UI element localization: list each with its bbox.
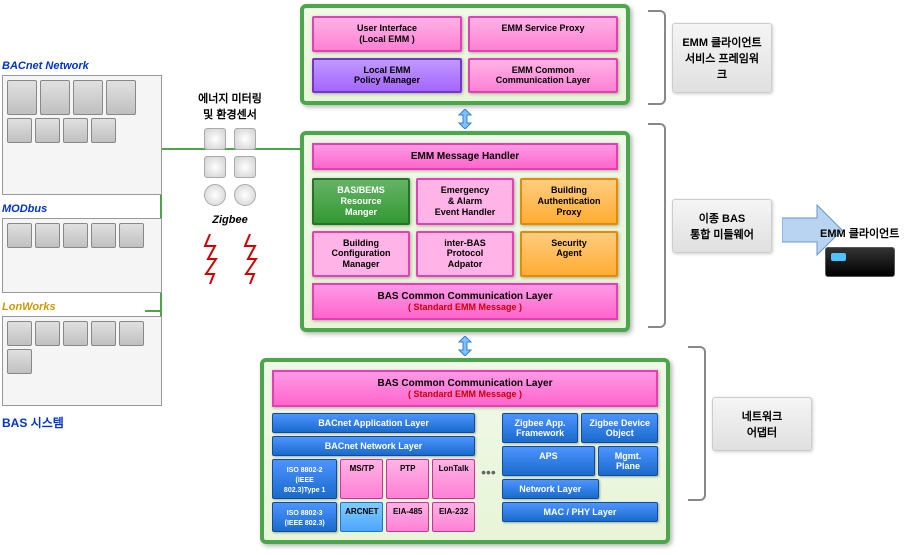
device-icon: [91, 321, 116, 346]
bracket-icon: [688, 346, 706, 501]
iso8802-2-box: ISO 8802-2 (IEEE 802.3)Type 1: [272, 459, 337, 499]
bacnet-label: BACnet Network: [2, 60, 162, 72]
sensor-icon: [234, 128, 256, 150]
device-icon: [7, 80, 37, 115]
sensor-icon: [204, 128, 226, 150]
left-networks-column: BACnet Network MODbus LonWorks: [2, 60, 162, 431]
device-icon: [7, 223, 32, 248]
bas-middleware-label: 이종 BAS통합 미들웨어: [672, 199, 772, 253]
device-icon: [91, 223, 116, 248]
sensor-title: 에너지 미터링 및 환경센서: [170, 90, 290, 122]
device-icon: [40, 80, 70, 115]
arrow-icon: [300, 109, 630, 129]
ptp-box: PTP: [386, 459, 429, 499]
sensor-icon: [204, 156, 226, 178]
device-icon: [119, 321, 144, 346]
sensor-column: 에너지 미터링 및 환경센서 Zigbee: [170, 90, 290, 284]
device-icon: [7, 118, 32, 143]
sensor-icon: [234, 156, 256, 178]
bas-system-label: BAS 시스템: [2, 414, 162, 431]
device-icon: [73, 80, 103, 115]
arcnet-box: ARCNET: [340, 502, 383, 532]
aps-box: APS: [502, 446, 595, 476]
bracket-icon: [648, 10, 666, 105]
device-icon: [35, 118, 60, 143]
server-icon: [825, 247, 895, 277]
user-interface-box: User Interface (Local EMM ): [312, 16, 462, 52]
resource-manager-box: BAS/BEMS Resource Manger: [312, 178, 410, 224]
config-manager-box: Building Configuration Manager: [312, 231, 410, 277]
bacnet-app-layer: BACnet Application Layer: [272, 413, 475, 433]
device-icon: [63, 118, 88, 143]
protocol-adaptor-box: inter-BAS Protocol Adpator: [416, 231, 514, 277]
lonworks-label: LonWorks: [2, 301, 162, 313]
modbus-box: [2, 218, 162, 293]
emm-client-framework-panel: User Interface (Local EMM ) EMM Service …: [300, 4, 630, 105]
device-icon: [63, 321, 88, 346]
bacnet-stack: BACnet Application Layer BACnet Network …: [272, 413, 475, 532]
zigbee-label: Zigbee: [170, 214, 290, 226]
network-layer-box: Network Layer: [502, 479, 599, 499]
zigbee-device-object-box: Zigbee Device Object: [581, 413, 658, 443]
emm-client-label: EMM 클라이언트: [820, 225, 899, 241]
device-icon: [119, 223, 144, 248]
bas-comm-layer-box-2: BAS Common Communication Layer ( Standar…: [272, 370, 658, 407]
bacnet-box: [2, 75, 162, 195]
zigbee-signal-icon: [170, 234, 290, 284]
alarm-handler-box: Emergency & Alarm Event Handler: [416, 178, 514, 224]
device-icon: [7, 321, 32, 346]
sensor-icon: [234, 184, 256, 206]
eia485-box: EIA-485: [386, 502, 429, 532]
mstp-box: MS/TP: [340, 459, 383, 499]
lontalk-box: LonTalk: [432, 459, 475, 499]
security-agent-box: Security Agent: [520, 231, 618, 277]
emm-message-handler-box: EMM Message Handler: [312, 143, 618, 170]
auth-proxy-box: Building Authentication Proxy: [520, 178, 618, 224]
network-adapter-panel: BAS Common Communication Layer ( Standar…: [260, 358, 670, 544]
arrow-icon: [300, 336, 630, 356]
device-icon: [63, 223, 88, 248]
iso8802-3-box: ISO 8802-3 (IEEE 802.3): [272, 502, 337, 532]
device-icon: [91, 118, 116, 143]
client-framework-label: EMM 클라이언트서비스 프레임워크: [672, 23, 772, 93]
mac-phy-box: MAC / PHY Layer: [502, 502, 658, 522]
device-icon: [7, 349, 32, 374]
policy-manager-box: Local EMM Policy Manager: [312, 58, 462, 94]
modbus-label: MODbus: [2, 203, 162, 215]
network-adapter-label: 네트워크어댑터: [712, 397, 812, 451]
emm-client-box: EMM 클라이언트: [820, 225, 899, 277]
main-architecture-column: User Interface (Local EMM ) EMM Service …: [300, 4, 630, 548]
device-icon: [106, 80, 136, 115]
bas-middleware-panel: EMM Message Handler BAS/BEMS Resource Ma…: [300, 131, 630, 332]
sensor-icon: [204, 184, 226, 206]
emm-comm-layer-box: EMM Common Communication Layer: [468, 58, 618, 94]
bas-comm-layer-box: BAS Common Communication Layer ( Standar…: [312, 283, 618, 320]
zigbee-stack: Zigbee App. Framework Zigbee Device Obje…: [502, 413, 658, 532]
eia232-box: EIA-232: [432, 502, 475, 532]
bacnet-net-layer: BACnet Network Layer: [272, 436, 475, 456]
zigbee-app-framework-box: Zigbee App. Framework: [502, 413, 579, 443]
ellipsis-icon: •••: [479, 464, 498, 480]
lonworks-box: [2, 316, 162, 406]
bracket-icon: [648, 123, 666, 328]
device-icon: [35, 223, 60, 248]
emm-service-proxy-box: EMM Service Proxy: [468, 16, 618, 52]
device-icon: [35, 321, 60, 346]
